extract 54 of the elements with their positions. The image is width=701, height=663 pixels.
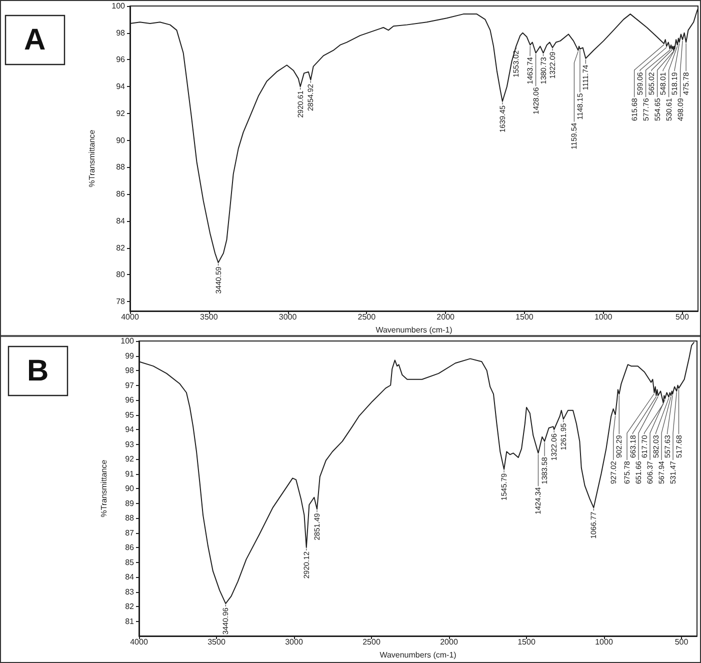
x-tick-label: 3500 <box>200 312 218 322</box>
x-tick-label: 3000 <box>278 312 298 322</box>
x-tick-label: 3500 <box>208 638 226 646</box>
y-tick-label: 83 <box>125 587 135 596</box>
y-tick-label: 94 <box>116 82 126 92</box>
y-tick-label: 99 <box>125 351 135 360</box>
y-tick-label: 88 <box>116 162 126 172</box>
y-tick-label: 92 <box>125 454 135 464</box>
y-tick-label: 96 <box>125 396 135 404</box>
x-tick-label: 2500 <box>358 312 376 322</box>
y-tick-label: 95 <box>125 410 135 420</box>
y-tick-label: 96 <box>116 55 126 64</box>
y-tick-label: 94 <box>125 425 135 434</box>
x-tick-label: 2000 <box>440 638 458 646</box>
y-tick-label: 88 <box>125 514 135 522</box>
x-axis-title: Wavenumbers (cm-1) <box>380 650 457 660</box>
y-tick-label: 100 <box>120 336 135 346</box>
y-tick-label: 84 <box>125 572 135 582</box>
y-tick-label: 80 <box>116 270 126 280</box>
y-tick-label: 90 <box>125 484 135 493</box>
y-tick-label: 100 <box>112 2 126 10</box>
y-axis-title: %Transmittance <box>100 459 108 518</box>
x-tick-label: 1000 <box>594 312 613 322</box>
y-tick-label: 97 <box>125 380 135 390</box>
y-tick-label: 86 <box>125 543 135 552</box>
y-tick-label: 82 <box>125 602 135 611</box>
text: A <box>24 24 46 56</box>
chart-title: B <box>27 354 49 388</box>
y-tick-label: 82 <box>116 243 126 252</box>
y-tick-label: 90 <box>116 136 126 145</box>
x-tick-label: 4000 <box>121 312 140 322</box>
x-tick-label: 1000 <box>595 638 614 646</box>
y-tick-label: 78 <box>116 297 126 306</box>
x-tick-label: 1500 <box>518 638 536 646</box>
y-tick-label: 91 <box>125 469 135 478</box>
y-axis-title: %Transmittance <box>88 129 96 188</box>
y-tick-label: 86 <box>116 190 126 199</box>
y-tick-label: 98 <box>125 366 135 375</box>
y-tick-label: 87 <box>125 528 135 538</box>
x-tick-label: 500 <box>676 312 690 322</box>
x-tick-label: 2000 <box>436 312 456 322</box>
y-tick-label: 81 <box>125 616 135 626</box>
x-tick-label: 500 <box>674 638 689 646</box>
y-tick-label: 84 <box>116 216 126 226</box>
x-axis-title: Wavenumbers (cm-1) <box>376 325 453 334</box>
x-tick-label: 1500 <box>516 312 534 322</box>
x-tick-label: 2500 <box>362 638 381 646</box>
x-tick-label: 4000 <box>130 638 148 646</box>
y-tick-label: 93 <box>125 440 135 449</box>
y-tick-label: 85 <box>125 558 135 567</box>
x-tick-label: 3000 <box>285 638 304 646</box>
y-tick-label: 98 <box>116 28 126 38</box>
y-tick-label: 89 <box>125 498 135 508</box>
y-tick-label: 92 <box>116 108 126 118</box>
